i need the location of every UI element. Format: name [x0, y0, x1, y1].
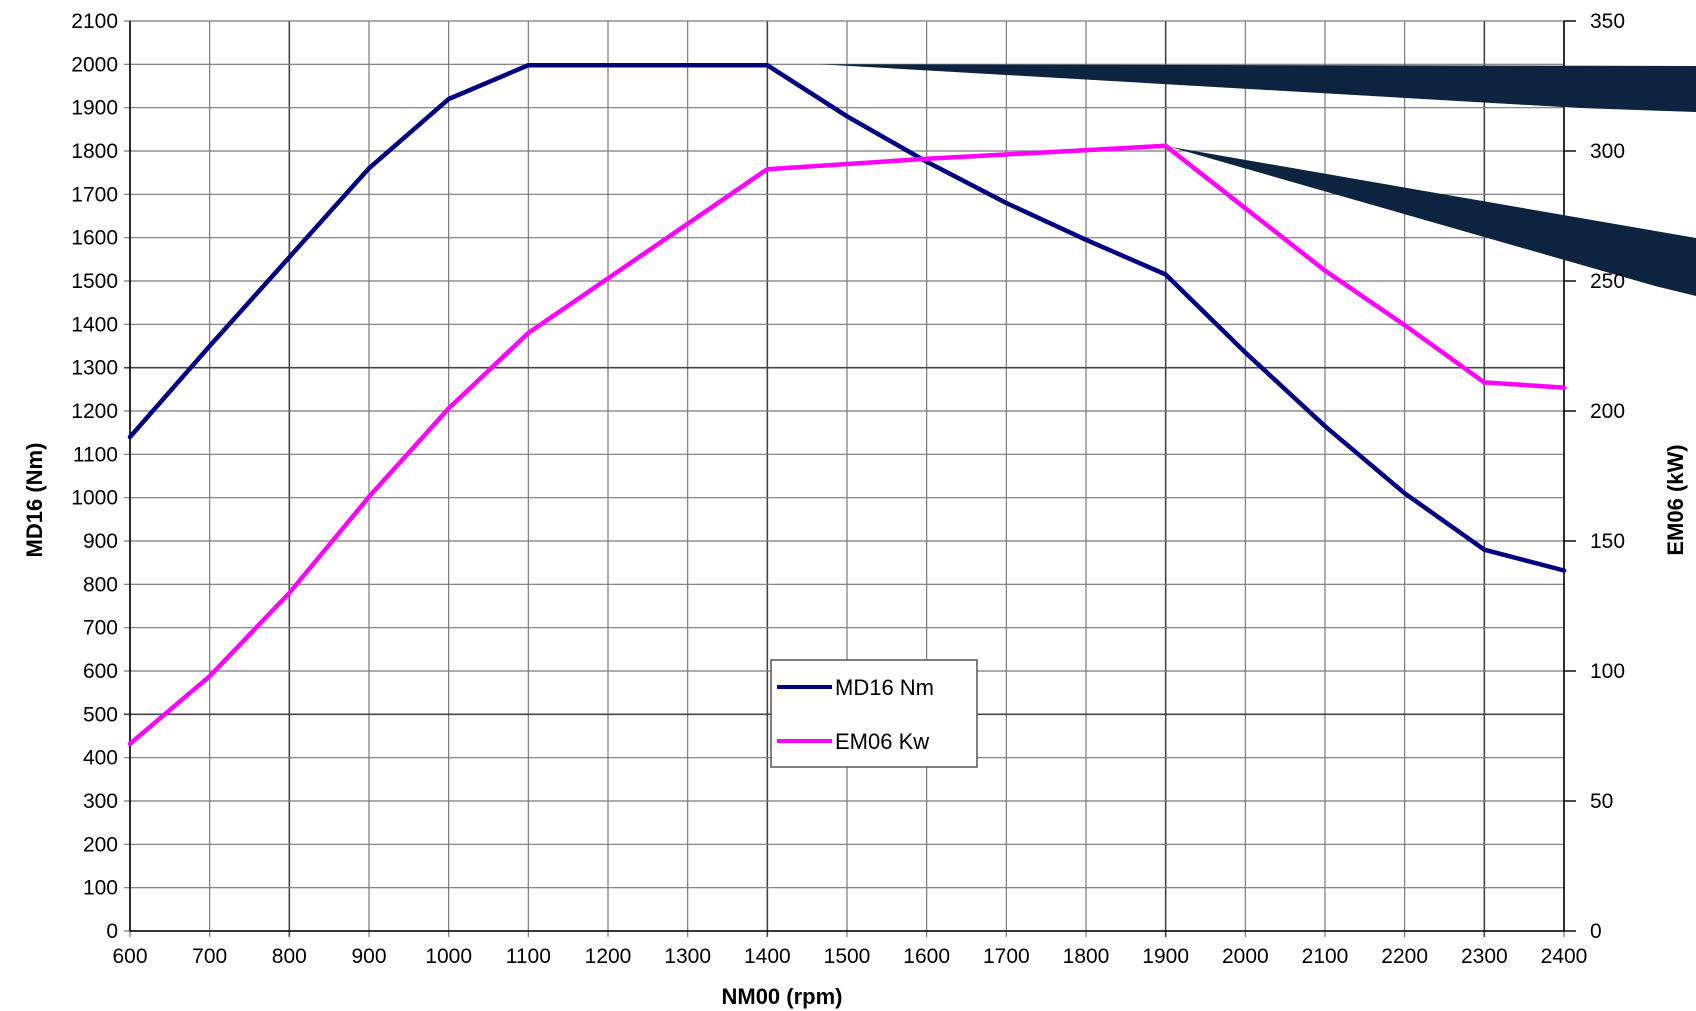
y-tick-label: 1500: [71, 270, 118, 293]
x-tick-label: 1200: [585, 945, 632, 968]
legend-box: [770, 659, 978, 768]
y-tick-label: 600: [83, 660, 118, 683]
x-tick-label: 2200: [1381, 945, 1428, 968]
y2-tick-label: 300: [1590, 140, 1625, 163]
x-tick-label: 600: [112, 945, 147, 968]
y-tick-label: 700: [83, 617, 118, 640]
callout-pointer-power: [1169, 146, 1696, 296]
y-tick-label: 300: [83, 790, 118, 813]
y-tick-label: 0: [106, 920, 118, 943]
y-tick-label: 1700: [71, 183, 118, 206]
y2-axis-title: EM06 (kW): [1663, 444, 1688, 555]
y2-tick-label: 100: [1590, 660, 1625, 683]
x-tick-label: 2000: [1222, 945, 1269, 968]
series-line-em06: [127, 143, 1567, 747]
x-tick-label: 1100: [506, 945, 551, 968]
y-tick-label: 100: [83, 877, 118, 900]
x-tick-label: 700: [192, 945, 227, 968]
grid: [124, 20, 1565, 937]
x-tick-label: 1800: [1063, 945, 1110, 968]
y2-tick-label: 50: [1590, 790, 1613, 813]
series-line-md16: [127, 62, 1567, 573]
x-tick-label: 2400: [1541, 945, 1588, 968]
y-tick-label: 900: [83, 530, 118, 553]
y-tick-label: 1600: [71, 227, 118, 250]
y-tick-label: 500: [83, 703, 118, 726]
x-tick-label: 1500: [824, 945, 871, 968]
y-tick-label: 1900: [71, 97, 118, 120]
x-tick-label: 2100: [1302, 945, 1349, 968]
x-tick-label: 1600: [903, 945, 950, 968]
x-tick-label: 800: [272, 945, 307, 968]
y-tick-label: 2000: [71, 53, 118, 76]
legend: MD16 Nm EM06 Kw: [770, 659, 978, 768]
x-tick-label: 1300: [664, 945, 711, 968]
y-tick-label: 800: [83, 573, 118, 596]
x-tick-label: 1000: [425, 945, 472, 968]
y2-tick-label: 250: [1590, 270, 1625, 293]
legend-label-md16: MD16 Nm: [835, 675, 934, 700]
y-tick-label: 200: [83, 833, 118, 856]
legend-label-em06: EM06 Kw: [835, 729, 929, 754]
axes: [129, 20, 1576, 932]
callouts: [819, 64, 1696, 296]
y2-tick-label: 150: [1590, 530, 1625, 553]
y-tick-label: 1400: [71, 313, 118, 336]
y-axis-title: MD16 (Nm): [22, 443, 47, 558]
x-tick-label: 1700: [983, 945, 1030, 968]
series: [127, 62, 1567, 747]
x-tick-label: 1400: [744, 945, 791, 968]
x-tick-label: 2300: [1461, 945, 1508, 968]
y-tick-label: 1300: [71, 357, 118, 380]
y-tick-label: 1200: [71, 400, 118, 423]
y-tick-label: 1100: [73, 443, 118, 466]
x-tick-label: 900: [351, 945, 386, 968]
y2-tick-label: 0: [1590, 920, 1602, 943]
x-axis-title: NM00 (rpm): [721, 984, 842, 1009]
y2-tick-label: 200: [1590, 400, 1625, 423]
y-tick-label: 2100: [71, 10, 118, 33]
callout-pointer-torque: [819, 64, 1696, 112]
y-tick-label: 1800: [71, 140, 118, 163]
y2-tick-label: 350: [1590, 10, 1625, 33]
y-tick-label: 400: [83, 747, 118, 770]
tick-labels: 600 700 800 900 1000 1100 1200 1300 1400 1500 1600…: [71, 10, 1625, 968]
y-tick-label: 1000: [71, 487, 118, 510]
x-tick-label: 1900: [1142, 945, 1189, 968]
